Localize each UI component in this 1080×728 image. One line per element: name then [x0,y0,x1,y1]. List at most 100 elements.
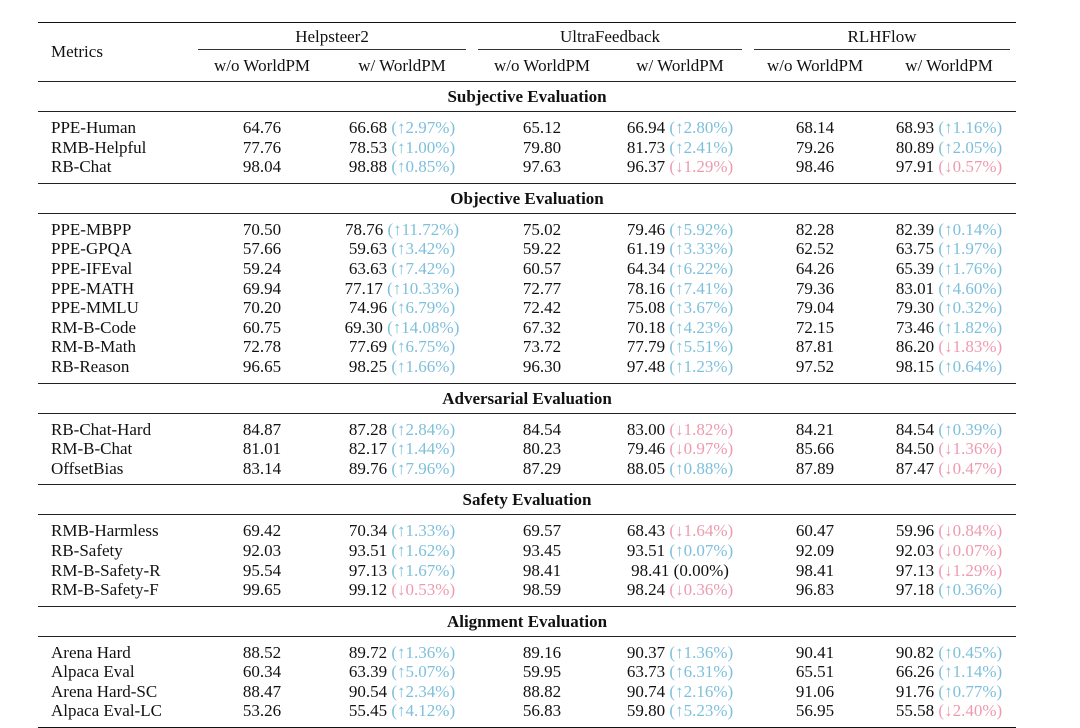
value-with-worldpm-cell: 65.39 (↑1.76%) [882,259,1016,279]
value-without-worldpm: 79.80 [522,137,562,157]
value-without-worldpm: 79.26 [795,137,835,157]
value-without-worldpm: 92.09 [795,540,835,560]
table-row: RB-Safety 92.03 93.51 (↑1.62%) 93.45 93.51 (… [38,541,1016,561]
value-with-worldpm: 70.18 [626,317,666,337]
value-without-worldpm: 92.03 [242,540,282,560]
value-with-worldpm: 97.48 [626,356,666,376]
metric-name: RB-Reason [51,356,130,376]
value-without-worldpm: 64.26 [795,258,835,278]
delta-up: (↑3.67%) [669,298,734,318]
delta-up: (↑2.16%) [669,681,734,701]
value-with-worldpm: 97.18 [895,580,935,600]
value-without-worldpm: 70.50 [242,219,282,239]
value-with-worldpm-cell: 90.74 (↑2.16%) [612,682,748,702]
section-header: Subjective Evaluation [38,81,1017,112]
value-with-worldpm-cell: 61.19 (↑3.33%) [612,239,748,259]
delta-down: (↓1.29%) [669,157,734,177]
metric-name: PPE-MMLU [51,298,139,318]
delta-down: (↓0.57%) [938,157,1003,177]
value-without-worldpm: 87.81 [795,337,835,357]
value-with-worldpm: 84.54 [895,419,935,439]
value-without-worldpm: 88.52 [242,642,282,662]
value-with-worldpm: 78.76 [344,219,384,239]
value-with-worldpm-cell: 74.96 (↑6.79%) [332,298,472,318]
section-header: Safety Evaluation [38,484,1017,516]
value-with-worldpm-cell: 87.28 (↑2.84%) [332,413,472,439]
value-with-worldpm-cell: 77.69 (↑6.75%) [332,337,472,357]
value-with-worldpm: 98.24 [626,580,666,600]
value-with-worldpm: 90.82 [895,642,935,662]
value-without-worldpm: 56.83 [472,701,613,728]
value-without-worldpm: 67.32 [522,317,562,337]
value-with-worldpm-cell: 79.30 (↑0.32%) [882,298,1016,318]
metric-name: Alpaca Eval [51,662,135,682]
value-with-worldpm: 69.30 [344,317,383,337]
value-with-worldpm-cell: 79.46 (↑5.92%) [612,213,748,239]
value-with-worldpm: 74.96 [348,298,388,318]
table-row: RM-B-Code 60.75 69.30 (↑14.08%) 67.32 70.18 … [38,318,1016,338]
value-with-worldpm: 55.58 [895,701,935,721]
value-with-worldpm-cell: 59.96 (↓0.84%) [882,515,1016,541]
table-row: RM-B-Math 72.78 77.69 (↑6.75%) 73.72 77.79 (… [38,337,1016,357]
value-with-worldpm-cell: 55.58 (↓2.40%) [882,701,1017,728]
section-title: Safety Evaluation [38,484,1017,516]
value-with-worldpm-cell: 90.54 (↑2.34%) [332,682,472,702]
delta-up: (↑0.88%) [669,458,734,478]
delta-up: (↑7.41%) [669,278,734,298]
value-with-worldpm: 83.00 [626,419,666,439]
value-with-worldpm-cell: 70.18 (↑4.23%) [612,318,748,338]
delta-up: (↑7.96%) [391,458,456,478]
value-with-worldpm-cell: 96.37 (↓1.29%) [612,157,748,183]
metric-name: RMB-Helpful [51,137,147,157]
value-without-worldpm: 59.95 [522,662,562,682]
table-row: RM-B-Safety-R 95.54 97.13 (↑1.67%) 98.41 98.… [38,561,1016,581]
value-with-worldpm-cell: 68.93 (↑1.16%) [882,112,1016,138]
value-with-worldpm: 59.80 [626,701,666,721]
value-without-worldpm: 59.22 [522,239,562,259]
value-without-worldpm: 72.15 [795,317,835,337]
value-without-worldpm: 98.04 [242,157,282,177]
value-without-worldpm: 62.52 [795,239,835,259]
table-row: PPE-MATH 69.94 77.17 (↑10.33%) 72.77 78.16 (… [38,279,1016,299]
value-without-worldpm: 98.59 [522,580,562,600]
delta-down: (↓1.82%) [669,419,734,439]
value-without-worldpm: 72.78 [242,337,282,357]
delta-up: (↑2.97%) [391,118,456,137]
value-with-worldpm: 63.63 [348,258,388,278]
table-row: OffsetBias 83.14 89.76 (↑7.96%) 87.29 88.05 … [38,459,1016,485]
metric-name: RM-B-Code [51,317,136,337]
value-without-worldpm: 88.47 [242,681,282,701]
value-without-worldpm: 79.04 [795,298,835,318]
delta-up: (↑1.36%) [669,642,734,662]
delta-up: (↑5.23%) [669,701,734,721]
delta-up: (↑0.85%) [391,157,456,177]
section-header: Alignment Evaluation [38,605,1017,637]
table-row: PPE-MBPP 70.50 78.76 (↑11.72%) 75.02 79.46 (… [38,213,1016,239]
value-with-worldpm: 90.37 [626,642,666,662]
value-without-worldpm: 97.63 [522,157,562,177]
value-with-worldpm-cell: 55.45 (↑4.12%) [332,701,473,728]
delta-up: (↑4.60%) [938,278,1003,298]
delta-up: (↑0.32%) [938,298,1003,318]
group-label: Helpsteer2 [295,27,369,46]
metric-name: Arena Hard [51,642,131,662]
header-row-subcolumns: w/o WorldPM w/ WorldPM w/o WorldPM w/ Wo… [38,51,1016,82]
value-without-worldpm: 79.36 [795,278,835,298]
subheader-without: w/o WorldPM [213,56,311,75]
value-without-worldpm: 77.76 [242,137,282,157]
delta-up: (↑1.36%) [391,642,456,662]
delta-up: (↑1.67%) [391,560,456,580]
value-without-worldpm: 90.41 [795,642,835,662]
value-without-worldpm: 53.26 [192,701,332,728]
value-without-worldpm: 85.66 [795,439,835,459]
section-title: Alignment Evaluation [38,605,1017,637]
value-with-worldpm: 99.12 [348,580,388,600]
table-row: RMB-Helpful 77.76 78.53 (↑1.00%) 79.80 81.73… [38,138,1016,158]
table-row: Alpaca Eval-LC 53.26 55.45 (↑4.12%) 56.83 59… [38,701,1017,728]
metric-name: Alpaca Eval-LC [38,701,192,728]
value-with-worldpm-cell: 81.73 (↑2.41%) [612,138,748,158]
value-with-worldpm: 82.39 [895,219,935,239]
value-with-worldpm-cell: 97.13 (↓1.29%) [882,561,1016,581]
value-without-worldpm: 60.34 [242,662,282,682]
value-with-worldpm-cell: 89.72 (↑1.36%) [332,636,472,662]
